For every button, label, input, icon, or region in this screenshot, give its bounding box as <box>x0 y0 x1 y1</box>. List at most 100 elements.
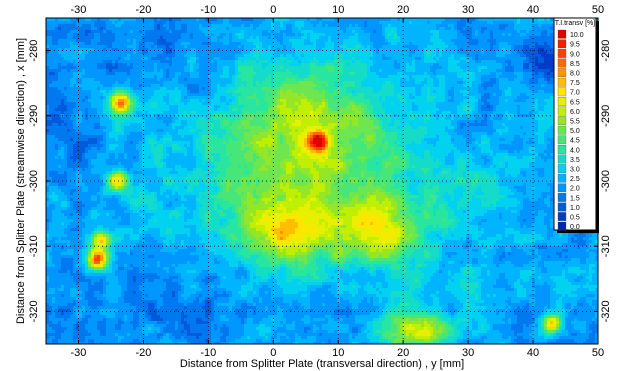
field-cell <box>82 315 86 319</box>
field-cell <box>106 81 110 85</box>
field-cell <box>73 30 77 34</box>
field-cell <box>139 57 143 61</box>
field-cell <box>148 165 152 169</box>
field-cell <box>136 273 140 277</box>
field-cell <box>175 216 179 220</box>
field-cell <box>157 246 161 250</box>
field-cell <box>169 60 173 64</box>
field-cell <box>163 72 167 76</box>
field-cell <box>85 300 89 304</box>
field-cell <box>85 339 89 343</box>
field-cell <box>121 270 125 274</box>
field-cell <box>163 105 167 109</box>
field-cell <box>100 171 104 175</box>
field-cell <box>148 291 152 295</box>
field-cell <box>157 33 161 37</box>
field-cell <box>163 246 167 250</box>
field-cell <box>157 330 161 334</box>
field-cell <box>49 186 53 190</box>
field-cell <box>175 30 179 34</box>
field-cell <box>52 105 56 109</box>
field-cell <box>151 120 155 124</box>
field-cell <box>82 135 86 139</box>
field-cell <box>109 147 113 151</box>
field-cell <box>52 276 56 280</box>
field-cell <box>118 75 122 79</box>
field-cell <box>85 294 89 298</box>
field-cell <box>49 126 53 130</box>
field-cell <box>124 162 128 166</box>
field-cell <box>148 225 152 229</box>
field-cell <box>94 60 98 64</box>
field-cell <box>142 168 146 172</box>
field-cell <box>79 279 83 283</box>
field-cell <box>145 156 149 160</box>
field-cell <box>175 60 179 64</box>
field-cell <box>157 30 161 34</box>
field-cell <box>106 141 110 145</box>
field-cell <box>178 282 182 286</box>
field-cell <box>115 312 119 316</box>
field-cell <box>103 54 107 58</box>
field-cell <box>109 57 113 61</box>
field-cell <box>145 42 149 46</box>
field-cell <box>91 123 95 127</box>
field-cell <box>160 306 164 310</box>
field-cell <box>91 336 95 340</box>
field-cell <box>73 267 77 271</box>
field-cell <box>109 336 113 340</box>
field-cell <box>145 318 149 322</box>
field-cell <box>121 228 125 232</box>
field-cell <box>151 147 155 151</box>
field-cell <box>70 60 74 64</box>
field-cell <box>73 228 77 232</box>
field-cell <box>94 138 98 142</box>
field-cell <box>55 48 59 52</box>
field-cell <box>103 327 107 331</box>
field-cell <box>106 108 110 112</box>
field-cell <box>148 96 152 100</box>
field-cell <box>85 162 89 166</box>
field-cell <box>46 186 50 190</box>
field-cell <box>49 93 53 97</box>
field-cell <box>136 30 140 34</box>
field-cell <box>154 210 158 214</box>
field-cell <box>82 36 86 40</box>
field-cell <box>79 321 83 325</box>
field-cell <box>88 219 92 223</box>
field-cell <box>106 93 110 97</box>
field-cell <box>112 267 116 271</box>
field-cell <box>181 120 185 124</box>
field-cell <box>79 63 83 67</box>
field-cell <box>145 171 149 175</box>
field-cell <box>64 102 68 106</box>
field-cell <box>133 303 137 307</box>
field-cell <box>181 261 185 265</box>
field-cell <box>157 27 161 31</box>
field-cell <box>145 213 149 217</box>
field-cell <box>106 159 110 163</box>
field-cell <box>139 225 143 229</box>
field-cell <box>121 240 125 244</box>
field-cell <box>97 129 101 133</box>
field-cell <box>163 291 167 295</box>
field-cell <box>139 54 143 58</box>
field-cell <box>64 267 68 271</box>
field-cell <box>67 120 71 124</box>
field-cell <box>55 309 59 313</box>
field-cell <box>67 273 71 277</box>
field-cell <box>52 210 56 214</box>
field-cell <box>151 72 155 76</box>
field-cell <box>127 84 131 88</box>
field-cell <box>61 24 65 28</box>
field-cell <box>112 279 116 283</box>
field-cell <box>55 318 59 322</box>
field-cell <box>67 285 71 289</box>
field-cell <box>154 123 158 127</box>
field-cell <box>163 36 167 40</box>
field-cell <box>100 78 104 82</box>
field-cell <box>115 258 119 262</box>
field-cell <box>163 69 167 73</box>
field-cell <box>175 162 179 166</box>
field-cell <box>142 186 146 190</box>
